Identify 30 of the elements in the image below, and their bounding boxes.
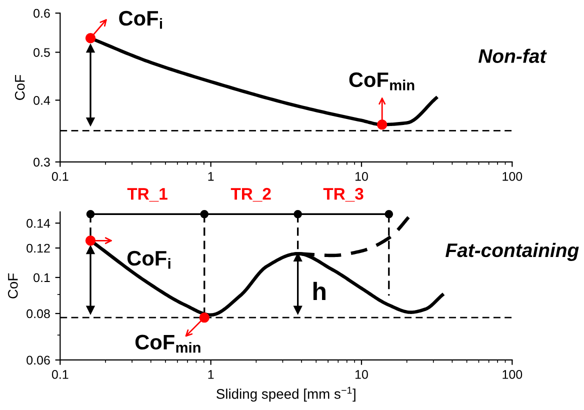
y-tick-label: 0.3: [34, 158, 50, 167]
y-tick-label: 0.5: [34, 48, 50, 57]
x-tick-label: 0.1: [52, 370, 68, 379]
y-tick-label: 0.1: [34, 273, 50, 282]
annotation: TR_3: [323, 188, 364, 202]
y-tick-label: 0.4: [34, 96, 50, 105]
x-tick-label: 0.1: [52, 172, 68, 181]
annotation: TR_2: [230, 188, 271, 202]
y-tick-label: 0.06: [26, 356, 50, 365]
y-axis-title: CoF: [14, 74, 25, 100]
annotation: CoF$_{min}$: [349, 72, 414, 90]
y-tick-label: 0.12: [26, 244, 50, 253]
annotation: CoF$_{min}$: [135, 334, 200, 353]
annotation: CoF$_{i}$: [127, 250, 170, 269]
annotation: Fat-containing: [446, 242, 579, 261]
x-tick-label: 100: [502, 172, 522, 181]
x-axis-title: Sliding speed [mm s$^{−1}$]: [216, 386, 356, 402]
x-tick-label: 10: [356, 172, 368, 181]
y-tick-label: 0.6: [34, 8, 50, 18]
y-axis-title: CoF: [8, 273, 18, 298]
annotation: CoF$_{i}$: [119, 10, 162, 29]
y-tick-label: 0.14: [26, 218, 50, 228]
x-tick-label: 1: [208, 370, 214, 379]
x-tick-label: 100: [502, 370, 522, 379]
y-tick-label: 0.08: [26, 309, 50, 318]
annotation: TR_1: [127, 188, 168, 202]
annotation: h: [313, 282, 326, 300]
x-tick-label: 1: [208, 172, 214, 181]
annotation: Non-fat: [478, 48, 547, 63]
x-tick-label: 10: [356, 370, 368, 379]
